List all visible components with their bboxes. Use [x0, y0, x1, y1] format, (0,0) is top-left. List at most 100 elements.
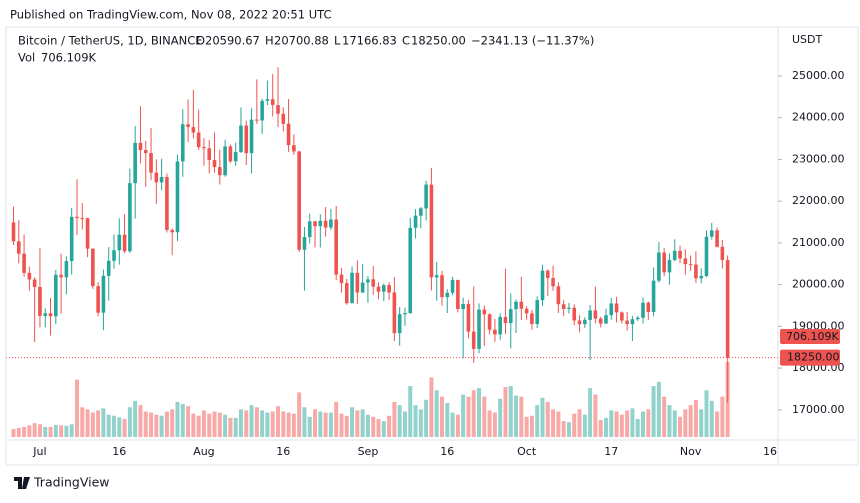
candle-body: [85, 218, 90, 249]
candle-body: [456, 279, 460, 310]
candle-body: [720, 246, 725, 261]
candle-body: [117, 234, 122, 251]
candle-body: [265, 99, 270, 101]
volume-bar: [498, 398, 503, 437]
volume-bar: [201, 410, 206, 437]
legend-text: C: [402, 34, 410, 48]
volume-bar: [699, 409, 704, 437]
candle-body: [69, 216, 74, 262]
x-tick-label: 16: [440, 445, 454, 458]
volume-bar: [170, 409, 175, 437]
candle-body: [339, 274, 344, 284]
y-tick-label: 23000.00: [792, 152, 845, 165]
legend-text: −2341.13 (−11.37%): [471, 34, 594, 48]
candle-body: [662, 252, 666, 273]
volume-bar: [64, 425, 69, 437]
volume-bar: [429, 377, 434, 437]
candle-body: [519, 301, 524, 309]
volume-bar: [37, 424, 42, 437]
volume-bar: [96, 410, 101, 437]
volume-bar: [593, 394, 598, 437]
volume-tag-label: 706.109K: [786, 330, 839, 343]
volume-bar: [503, 387, 508, 437]
candle-body: [561, 304, 566, 309]
candle-body: [149, 153, 153, 173]
volume-bar: [302, 407, 307, 437]
candle-body: [635, 317, 640, 320]
candle-body: [651, 280, 656, 312]
candle-body: [80, 218, 85, 220]
volume-bar: [297, 392, 302, 437]
volume-bar: [175, 401, 180, 437]
volume-bar: [90, 412, 95, 437]
candle-body: [530, 313, 534, 325]
candle-body: [334, 219, 338, 275]
y-tick-label: 20000.00: [792, 278, 845, 291]
candle-body: [186, 124, 190, 128]
volume-bar: [402, 411, 407, 437]
candle-body: [461, 303, 465, 309]
volume-bar: [112, 415, 117, 437]
candle-body: [313, 221, 317, 227]
volume-bar: [693, 399, 698, 437]
candle-body: [583, 319, 587, 325]
volume-bar: [667, 405, 672, 437]
volume-bar: [11, 429, 16, 437]
footer-brand: TradingView: [33, 475, 110, 490]
candle-body: [551, 278, 555, 287]
volume-bar: [651, 386, 656, 437]
candle-body: [75, 216, 79, 219]
volume-bar: [43, 426, 48, 437]
candle-body: [545, 270, 550, 279]
volume-bar: [556, 411, 561, 437]
candle-body: [302, 237, 307, 250]
volume-bar: [80, 407, 85, 437]
volume-bar: [276, 406, 280, 437]
legend-text: L: [334, 34, 341, 48]
candle-body: [678, 250, 682, 259]
volume-bar: [265, 412, 270, 437]
x-tick-label: 16: [276, 445, 290, 458]
candle-body: [392, 292, 397, 334]
volume-bar: [408, 386, 413, 437]
volume-bar: [48, 426, 53, 437]
candle-body: [154, 172, 159, 183]
candle-body: [128, 183, 132, 252]
volume-bar: [59, 425, 64, 437]
volume-bar: [450, 412, 455, 437]
candle-body: [239, 125, 243, 153]
price-tag: [780, 349, 840, 366]
candle-body: [567, 307, 571, 309]
candle-body: [540, 270, 545, 301]
volume-bar: [180, 404, 185, 437]
candle-body: [614, 303, 619, 313]
y-tick-label: 21000.00: [792, 236, 845, 249]
candle-body: [281, 113, 286, 124]
candle-body: [382, 285, 386, 292]
volume-bar: [339, 413, 344, 437]
x-tick-label: Oct: [517, 445, 537, 458]
candle-body: [715, 230, 719, 247]
candle-body: [27, 272, 32, 280]
candle-body: [64, 261, 69, 278]
volume-bar: [233, 417, 238, 437]
volume-bar: [291, 413, 296, 437]
candle-body: [688, 264, 693, 266]
x-tick-label: Jul: [32, 445, 46, 458]
legend-text: 706.109K: [41, 51, 97, 65]
volume-bar: [545, 401, 550, 437]
candle-body: [22, 253, 26, 273]
candle-body: [429, 184, 434, 278]
candle-body: [387, 285, 391, 293]
volume-bar: [588, 388, 593, 437]
candle-body: [59, 274, 63, 278]
candle-body: [440, 275, 444, 298]
volume-bar: [439, 396, 444, 437]
volume-bar: [164, 411, 169, 437]
volume-bar: [191, 413, 196, 437]
candle-body: [572, 307, 577, 321]
volume-bar: [159, 415, 164, 437]
candle-body: [704, 236, 709, 276]
